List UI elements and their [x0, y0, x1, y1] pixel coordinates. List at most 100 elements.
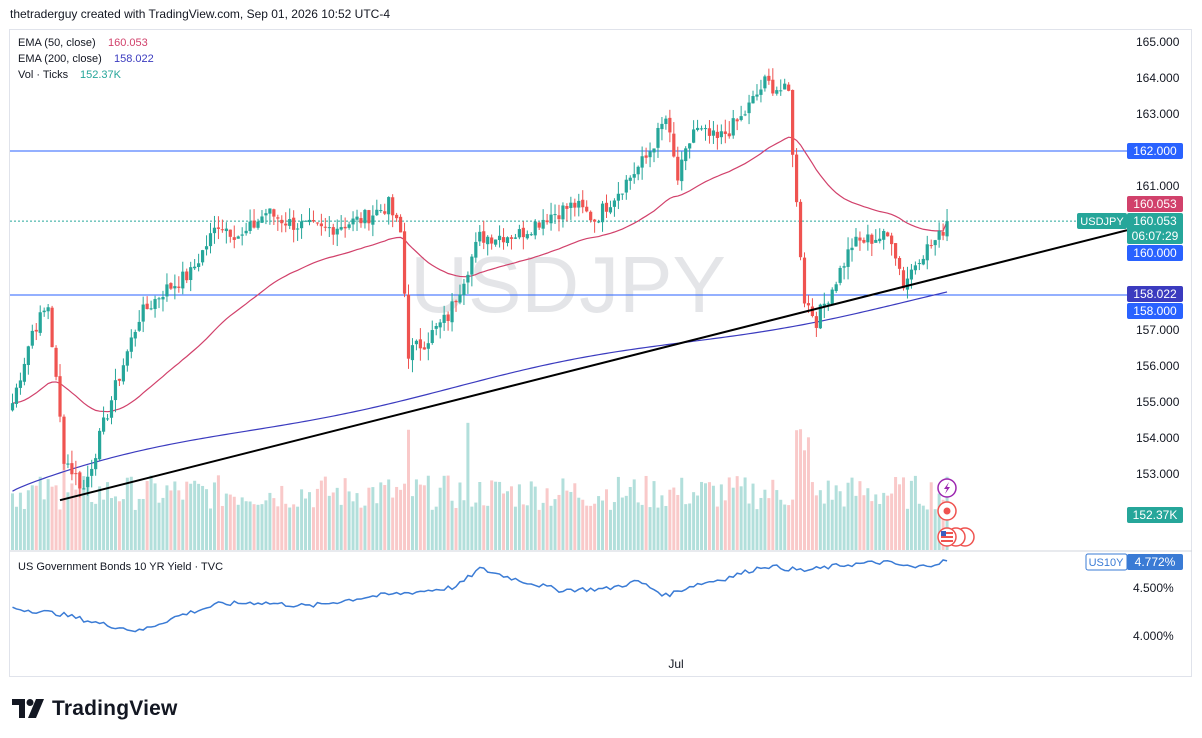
- volume-bar: [153, 483, 157, 550]
- candle-body: [517, 229, 521, 238]
- candle-body: [359, 218, 363, 224]
- volume-bar: [339, 504, 343, 550]
- volume-bar: [925, 509, 929, 550]
- volume-bar: [252, 504, 256, 550]
- volume-bar: [375, 503, 379, 550]
- volume-bar: [98, 486, 102, 550]
- symbol-watermark: USDJPY: [410, 240, 726, 329]
- volume-bar: [941, 499, 945, 550]
- candle-body: [933, 240, 937, 246]
- candle-body: [870, 234, 874, 244]
- volume-bar: [557, 494, 561, 550]
- price-tick: 153.000: [1136, 467, 1180, 481]
- candle-body: [355, 216, 359, 220]
- volume-bar: [763, 489, 767, 550]
- volume-bar: [260, 504, 264, 550]
- volume-bar: [917, 503, 921, 550]
- candle-body: [260, 216, 264, 223]
- candle-body: [240, 234, 244, 236]
- candle-body: [327, 227, 331, 229]
- volume-bar: [133, 509, 137, 550]
- volume-bar: [866, 488, 870, 550]
- candle-body: [173, 286, 177, 289]
- volume-bar: [478, 482, 482, 550]
- candle-body: [937, 230, 941, 240]
- volume-bar: [391, 497, 395, 550]
- price-axis[interactable]: 165.000 164.000 163.000 161.000 157.000 …: [1136, 35, 1180, 481]
- trendline[interactable]: [59, 229, 1127, 502]
- candle-body: [98, 430, 102, 460]
- volume-bar: [509, 486, 513, 550]
- event-markers[interactable]: [937, 478, 975, 547]
- candle-body: [169, 283, 173, 289]
- volume-bar: [850, 477, 854, 550]
- candle-body: [846, 249, 850, 267]
- candle-body: [280, 219, 284, 224]
- volume-bar: [814, 495, 818, 550]
- candle-body: [391, 197, 395, 216]
- tradingview-logo[interactable]: TradingView: [12, 697, 178, 721]
- volume-bar: [228, 494, 232, 550]
- candle-body: [672, 133, 676, 157]
- candle-body: [897, 258, 902, 269]
- volume-bar: [593, 503, 597, 550]
- volume-bar: [684, 504, 688, 550]
- volume-bar: [842, 506, 846, 550]
- candle-body: [711, 130, 716, 136]
- volume-bar: [810, 482, 814, 550]
- volume-bar: [26, 490, 30, 550]
- candle-body: [878, 238, 882, 242]
- volume-bar: [359, 507, 363, 550]
- volume-bar: [862, 495, 866, 550]
- candle-body: [22, 363, 26, 382]
- candle-body: [74, 473, 78, 475]
- candle-body: [589, 211, 593, 221]
- volume-bar: [94, 503, 98, 550]
- volume-bar: [240, 497, 244, 550]
- candle-body: [379, 210, 383, 212]
- volume-bar: [224, 493, 228, 550]
- volume-bar: [830, 499, 834, 550]
- candle-body: [46, 307, 50, 312]
- candle-body: [26, 346, 30, 366]
- volume-bar: [549, 505, 553, 550]
- volume-bar: [315, 488, 319, 550]
- volume-bar: [379, 482, 383, 550]
- volume-bar: [62, 443, 66, 550]
- candle-body: [699, 128, 704, 130]
- candle-body: [731, 118, 735, 136]
- volume-bar: [236, 504, 240, 550]
- candle-body: [402, 231, 407, 294]
- candle-body: [593, 219, 597, 222]
- candle-body: [133, 331, 137, 339]
- candle-body: [462, 283, 466, 295]
- volume-bar: [799, 429, 803, 550]
- volume-bar: [696, 495, 700, 550]
- candle-body: [763, 76, 767, 89]
- candle-body: [288, 219, 292, 226]
- candle-body: [624, 179, 628, 193]
- volume-bar: [288, 507, 292, 550]
- volume-bar: [387, 479, 391, 550]
- candle-body: [54, 347, 58, 377]
- candle-body: [339, 227, 343, 230]
- volume-bar: [264, 500, 268, 550]
- candle-body: [422, 347, 426, 350]
- price-tick: 161.000: [1136, 179, 1180, 193]
- candle-body: [442, 314, 446, 323]
- indicator-legend: EMA (50, close) 160.053 EMA (200, close)…: [18, 37, 154, 81]
- candle-body: [343, 226, 347, 229]
- volume-bar: [513, 506, 517, 550]
- volume-bar: [42, 499, 46, 550]
- volume-bar: [767, 498, 771, 550]
- volume-bar: [129, 476, 133, 550]
- volume-bar: [612, 502, 616, 550]
- candle-body: [458, 294, 462, 303]
- candle-body: [14, 387, 19, 404]
- volume-bar: [502, 493, 506, 550]
- volume-bar: [597, 496, 601, 550]
- candle-body: [656, 127, 660, 148]
- candle-body: [882, 231, 886, 240]
- candle-body: [850, 247, 854, 251]
